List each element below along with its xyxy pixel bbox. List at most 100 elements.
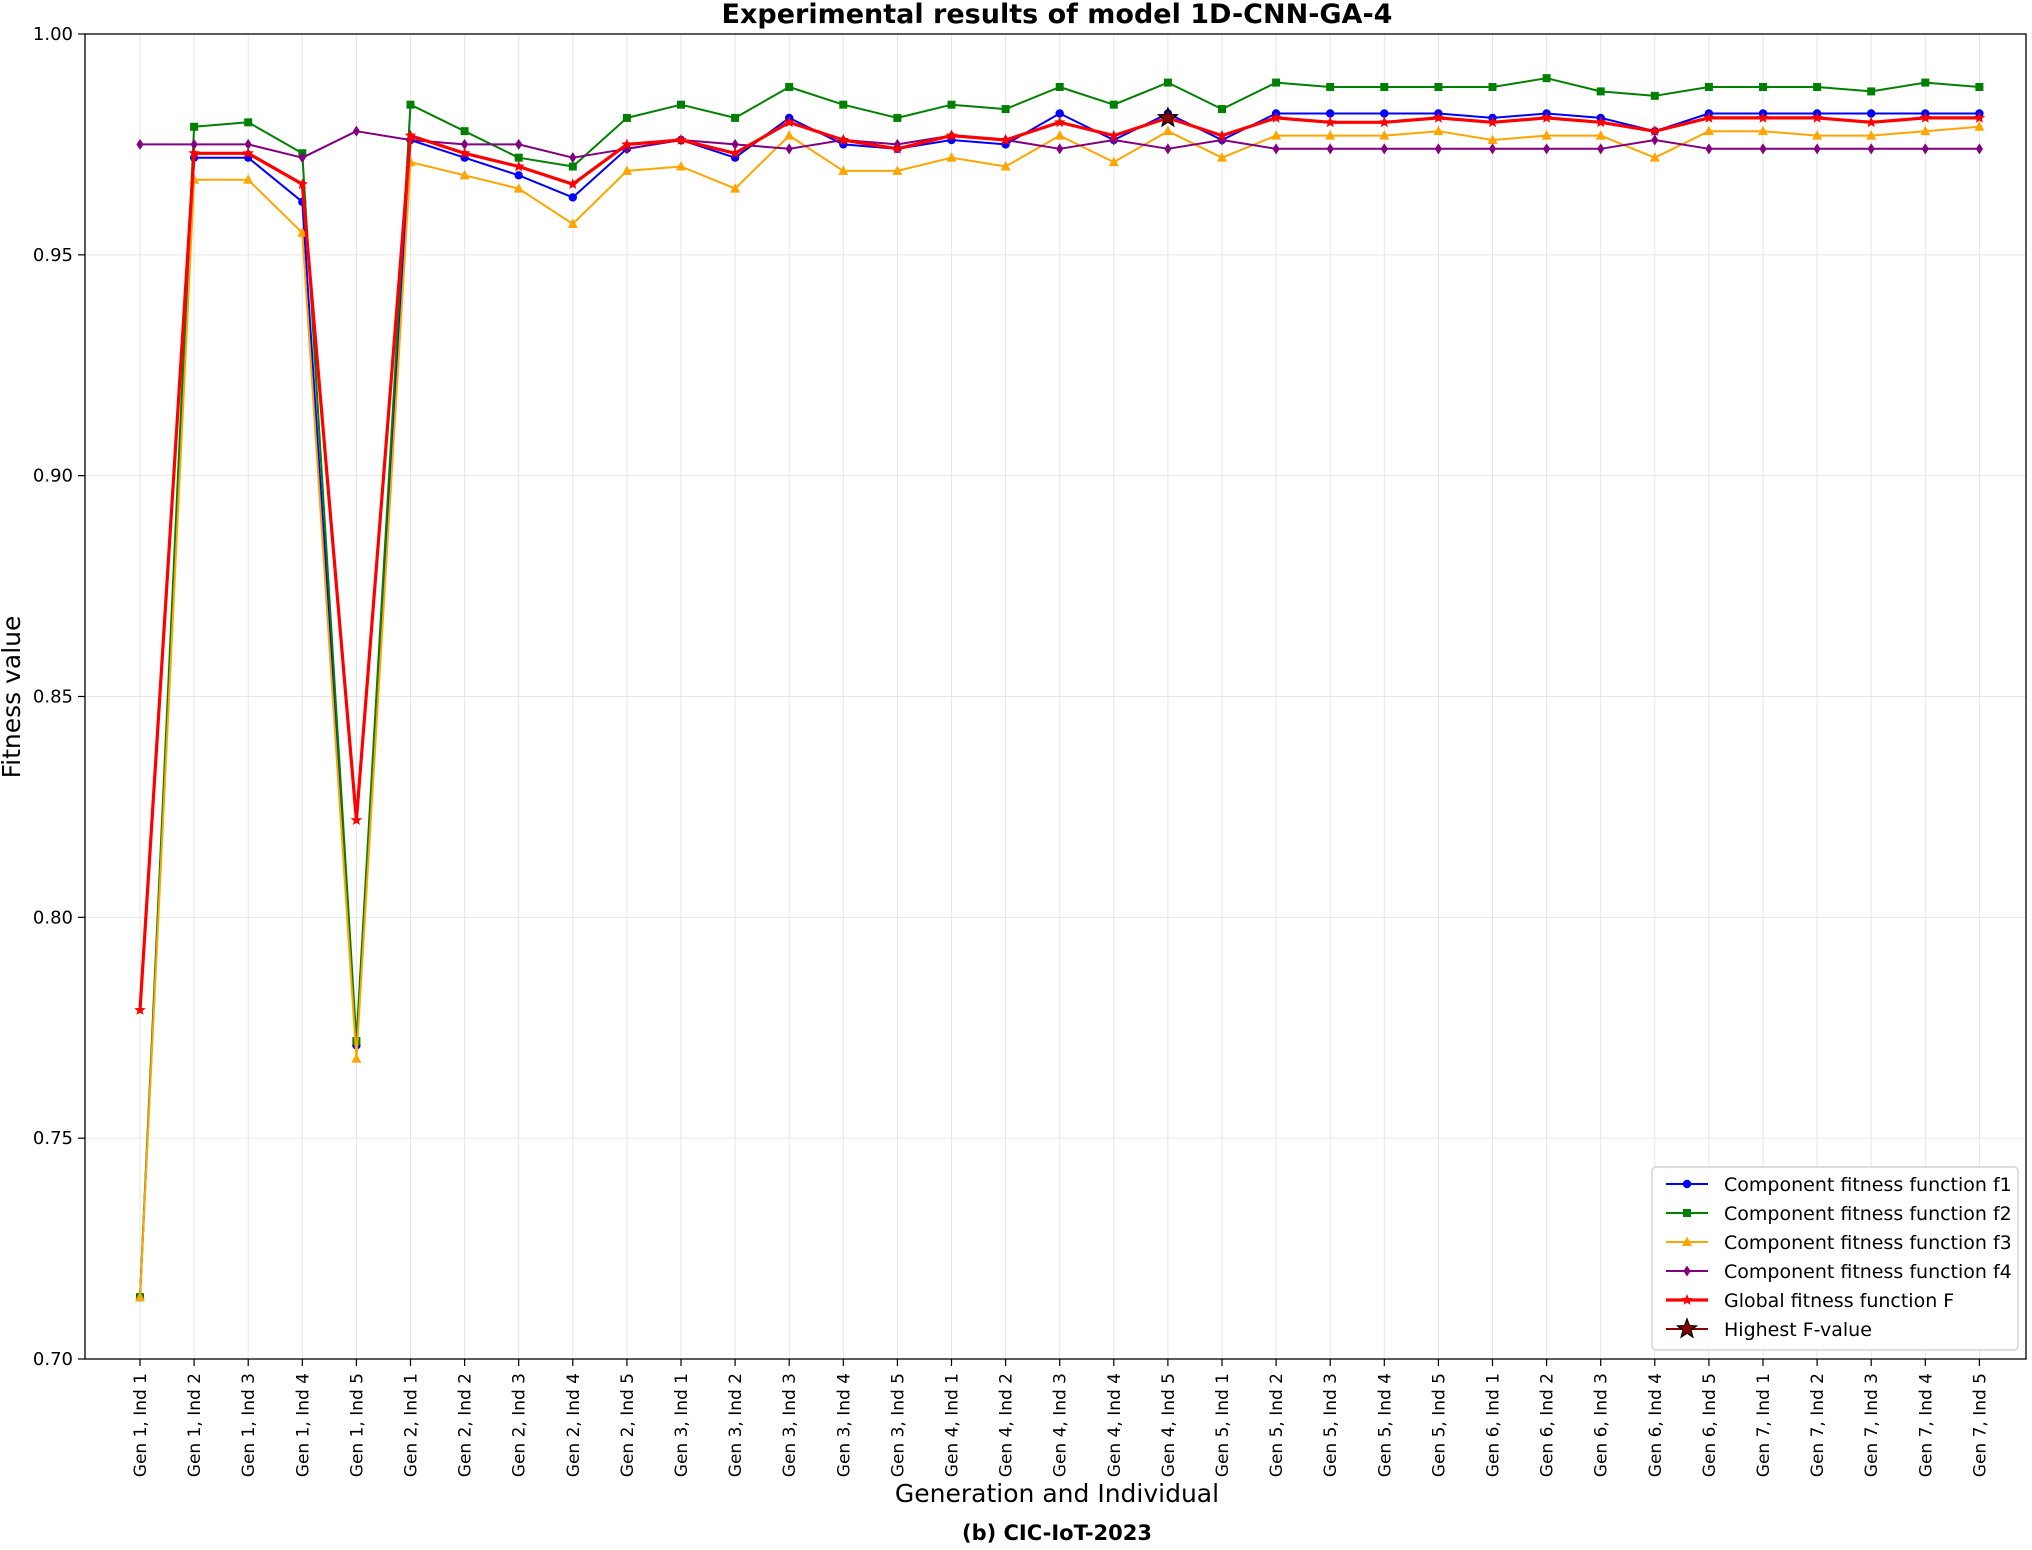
data-point [1595,116,1607,128]
data-point [567,218,578,228]
data-point [1974,121,1985,131]
data-point [1650,91,1659,100]
data-point [783,116,795,128]
x-tick-label: Gen 2, Ind 2 [456,1373,476,1477]
legend-item: Component fitness function f1 [1666,1174,2012,1196]
data-point [1054,130,1065,140]
data-point [1272,143,1280,155]
data-point [677,100,685,109]
data-point [1108,129,1120,141]
data-point [136,138,144,150]
data-point [351,1053,362,1063]
legend-swatch-marker [1682,1236,1692,1246]
data-point [1109,100,1118,109]
data-point [1975,83,1984,91]
data-point [134,1004,146,1015]
x-axis: Gen 1, Ind 1 Gen 1, Ind 2 Gen 1, Ind 3 Gen … [131,1359,1990,1477]
x-tick-label: Gen 3, Ind 3 [780,1373,800,1477]
highlight-group [1156,106,1180,128]
x-tick-label: Gen 2, Ind 5 [618,1373,638,1477]
legend-item: Global fitness function F [1666,1290,1954,1312]
data-point [1921,143,1929,155]
series-5 [134,111,1986,1015]
data-point [1705,143,1713,155]
data-point [404,129,417,141]
data-point [568,193,577,202]
data-point [1218,134,1226,146]
x-tick-label: Gen 5, Ind 4 [1375,1373,1395,1477]
data-point [567,178,579,189]
data-point [1759,143,1767,155]
data-point [1866,130,1877,140]
series-3 [135,121,1985,1302]
data-point [352,1037,361,1045]
legend-label: Highest F-value [1724,1319,1872,1341]
data-point [296,178,308,189]
data-point [1218,105,1226,114]
data-point [188,147,200,159]
data-point [458,147,471,159]
data-point [1488,143,1497,155]
data-point [1919,111,1931,123]
x-tick-label: Gen 5, Ind 2 [1267,1373,1287,1477]
data-point [946,152,957,162]
data-point [1973,111,1986,123]
x-tick-label: Gen 6, Ind 4 [1646,1373,1666,1477]
data-point [190,122,199,131]
data-point [190,138,198,150]
data-point [1867,143,1875,155]
x-tick-label: Gen 4, Ind 3 [1051,1373,1071,1477]
data-point [1486,116,1499,128]
x-tick-label: Gen 3, Ind 1 [672,1373,692,1477]
x-tick-label: Gen 4, Ind 2 [997,1373,1017,1477]
legend-swatch-marker [1683,1209,1691,1217]
x-tick-label: Gen 1, Ind 1 [131,1373,151,1477]
data-point [837,134,849,145]
data-point [999,134,1012,145]
y-tick-label: 0.95 [33,245,73,266]
data-point [1867,87,1876,96]
data-point [297,227,308,237]
data-point [1811,111,1823,123]
data-point [1325,130,1336,140]
data-point [514,153,523,162]
data-point [515,138,523,150]
data-point [1326,143,1334,155]
data-point [569,152,577,164]
x-tick-label: Gen 7, Ind 1 [1754,1373,1774,1477]
data-point [1434,143,1442,155]
data-point [675,134,687,145]
x-tick-label: Gen 5, Ind 1 [1213,1373,1233,1477]
x-tick-label: Gen 2, Ind 4 [564,1373,584,1477]
data-point [1542,74,1551,83]
data-point [1433,125,1444,136]
x-tick-label: Gen 5, Ind 3 [1321,1373,1341,1477]
data-point [785,143,793,155]
data-point [1813,83,1822,91]
data-point [1326,83,1335,91]
data-point [1378,116,1390,128]
data-point [1056,143,1064,155]
chart-title: Experimental results of model 1D-CNN-GA-… [722,0,1393,30]
data-point [1813,143,1821,155]
data-point [1597,143,1605,155]
legend-label: Global fitness function F [1724,1290,1954,1312]
x-tick-label: Gen 6, Ind 2 [1538,1373,1558,1477]
data-point [459,169,470,180]
data-point [1487,134,1498,144]
legend-swatch-marker [1675,1317,1699,1339]
data-point [1272,78,1281,87]
data-point [1757,111,1769,123]
x-tick-label: Gen 5, Ind 5 [1429,1373,1449,1477]
data-point [891,142,904,154]
data-point [298,152,306,164]
data-point [1541,130,1552,140]
legend-label: Component fitness function f2 [1724,1203,2012,1225]
data-point [1703,125,1714,136]
data-point [838,165,849,175]
legend-item: Component fitness function f3 [1666,1232,2012,1254]
data-point [1162,125,1173,136]
data-point [1921,78,1930,87]
legend-item: Component fitness function f2 [1666,1203,2012,1225]
x-tick-label: Gen 6, Ind 3 [1592,1373,1612,1477]
